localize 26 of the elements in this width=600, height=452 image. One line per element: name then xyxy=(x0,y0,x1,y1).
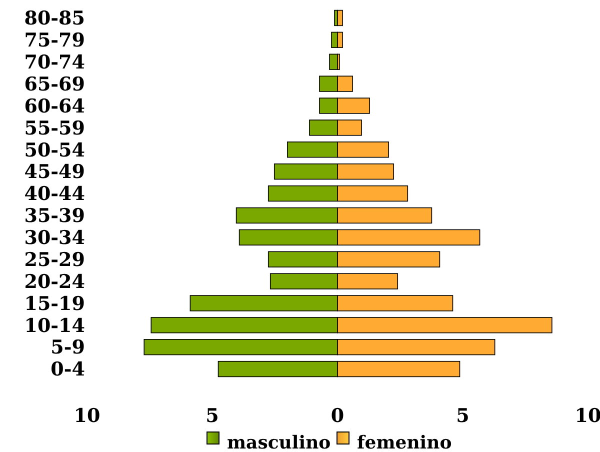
bar xyxy=(329,54,338,70)
y-tick-label: 40-44 xyxy=(24,183,85,206)
legend-label: masculino xyxy=(227,432,331,452)
y-tick-label: 0-4 xyxy=(50,358,85,381)
y-tick-label: 30-34 xyxy=(24,227,85,250)
y-tick-label: 45-49 xyxy=(24,161,85,184)
y-tick-label: 25-29 xyxy=(24,248,85,271)
bar xyxy=(337,10,343,26)
y-tick-label: 70-74 xyxy=(24,52,85,74)
y-tick-label: 55-59 xyxy=(24,117,85,140)
y-tick-label: 35-39 xyxy=(24,205,85,228)
y-tick-label: 65-69 xyxy=(24,73,85,96)
legend-label: femenino xyxy=(357,432,452,452)
y-tick-label: 50-54 xyxy=(24,139,85,162)
y-tick-label: 75-79 xyxy=(24,30,85,52)
y-tick-label: 20-24 xyxy=(24,270,85,293)
y-tick-label: 10-14 xyxy=(24,314,85,337)
x-tick-label: 0 xyxy=(330,405,344,427)
x-tick-label: 5 xyxy=(456,405,470,427)
x-tick-label: 5 xyxy=(206,405,219,427)
y-tick-label: 15-19 xyxy=(24,292,85,315)
x-tick-label: 10 xyxy=(74,405,100,427)
y-tick-label: 80-85 xyxy=(24,8,85,30)
x-tick-label: 10 xyxy=(574,405,600,427)
y-tick-label: 5-9 xyxy=(50,336,85,359)
y-tick-label: 60-64 xyxy=(24,95,85,118)
